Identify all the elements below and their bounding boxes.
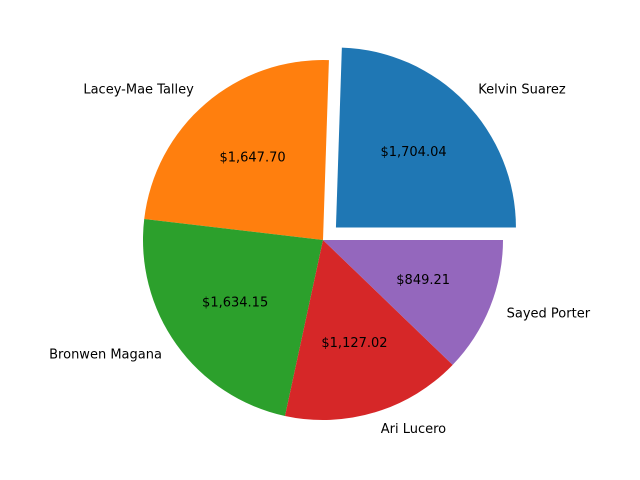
- value-label-kelvin-suarez: $1,704.04: [380, 145, 446, 160]
- value-label-lacey-mae-talley: $1,647.70: [219, 151, 285, 166]
- pie-slice-ari-lucero: [284, 240, 453, 421]
- slice-label-lacey-mae-talley: Lacey-Mae Talley: [83, 82, 194, 97]
- slice-label-kelvin-suarez: Kelvin Suarez: [478, 82, 566, 97]
- slice-label-sayed-porter: Sayed Porter: [507, 307, 591, 322]
- pie-slice-bronwen-magana: [143, 219, 323, 416]
- slice-label-ari-lucero: Ari Lucero: [381, 422, 446, 437]
- pie-slice-lacey-mae-talley: [144, 60, 329, 240]
- pie-slice-sayed-porter: [323, 240, 503, 365]
- value-label-sayed-porter: $849.21: [396, 273, 450, 288]
- pie-slice-kelvin-suarez: [335, 47, 516, 228]
- slice-label-bronwen-magana: Bronwen Magana: [49, 348, 162, 363]
- value-label-ari-lucero: $1,127.02: [321, 336, 387, 351]
- value-label-bronwen-magana: $1,634.15: [202, 295, 268, 310]
